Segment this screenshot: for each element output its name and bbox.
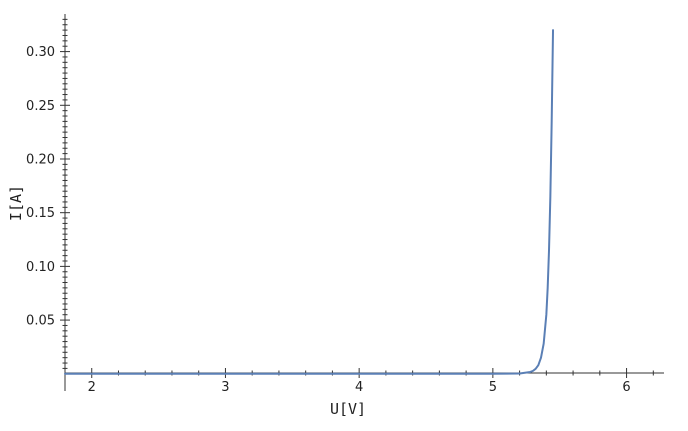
y-tick-label: 0.30 — [26, 45, 55, 60]
y-ticks: 0.05 0.10 0.15 0.20 0.25 0.30 — [26, 18, 70, 369]
y-tick-label: 0.05 — [26, 314, 55, 329]
y-tick-label: 0.25 — [26, 99, 55, 114]
x-tick-label: 5 — [489, 380, 497, 395]
x-tick-label: 3 — [221, 380, 229, 395]
plot-area — [64, 29, 555, 375]
y-tick-label: 0.15 — [26, 206, 55, 221]
x-ticks: 2 3 4 5 6 — [64, 368, 654, 395]
x-axis-label: U[V] — [330, 400, 366, 418]
x-tick-label: 2 — [88, 380, 96, 395]
axes — [64, 14, 664, 391]
x-tick-label: 6 — [622, 380, 630, 395]
y-tick-label: 0.20 — [26, 152, 55, 167]
x-tick-label: 4 — [355, 380, 363, 395]
series-line — [64, 29, 555, 375]
y-axis-label: I[A] — [7, 185, 25, 221]
y-tick-label: 0.10 — [26, 260, 55, 275]
